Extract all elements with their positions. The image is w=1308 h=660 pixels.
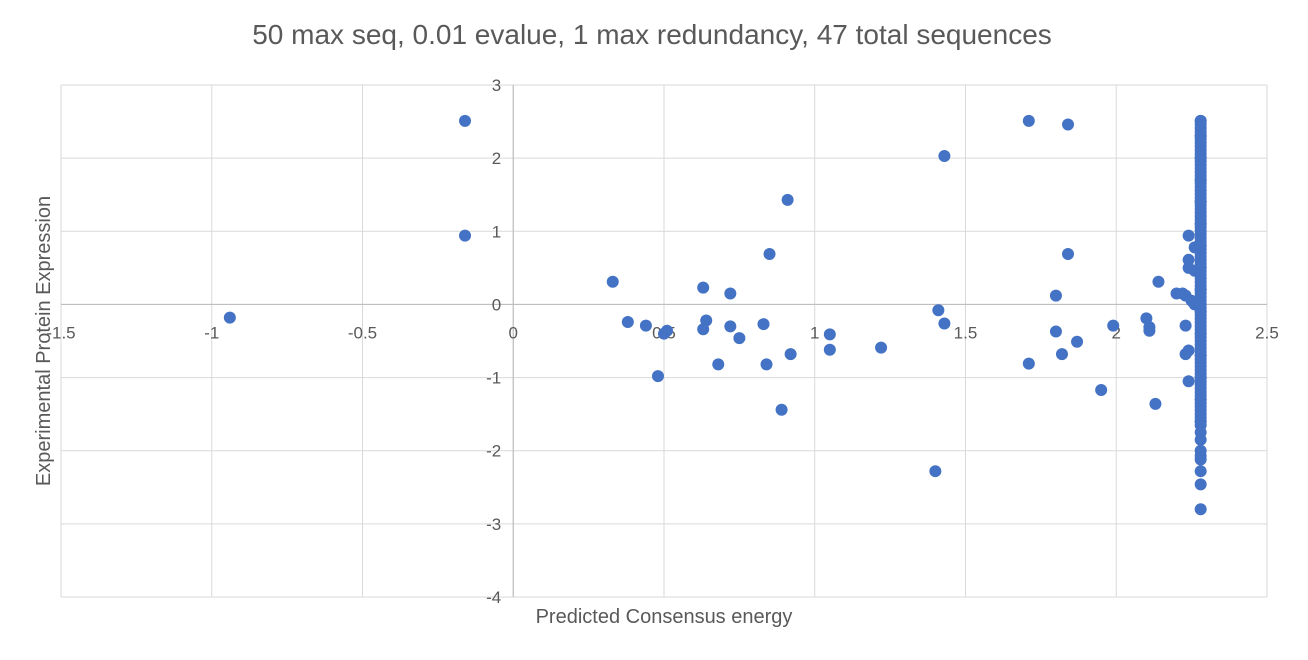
y-tick-label: 0: [492, 295, 501, 314]
data-point: [1194, 415, 1207, 428]
data-point: [1095, 384, 1108, 397]
data-point: [1194, 503, 1207, 516]
data-point: [1071, 335, 1084, 348]
data-point: [1182, 344, 1195, 357]
data-point: [459, 229, 472, 242]
x-tick-label: -1.5: [46, 323, 75, 342]
data-point: [763, 247, 776, 260]
x-tick-label: 0: [509, 323, 518, 342]
data-point: [1152, 275, 1165, 288]
data-point: [823, 343, 836, 356]
x-tick-label: 1: [810, 323, 819, 342]
data-point: [1194, 465, 1207, 478]
data-point: [1049, 289, 1062, 302]
data-point: [700, 314, 713, 327]
data-point: [1194, 371, 1207, 384]
data-point: [724, 287, 737, 300]
data-point: [1055, 348, 1068, 361]
data-point: [651, 370, 664, 383]
y-tick-label: -4: [486, 588, 501, 607]
data-point: [1062, 118, 1075, 131]
data-point: [661, 324, 674, 337]
data-point: [938, 149, 951, 162]
y-tick-label: 3: [492, 76, 501, 95]
data-point: [932, 304, 945, 317]
x-tick-label: -1: [204, 323, 219, 342]
data-point: [606, 275, 619, 288]
y-tick-label: -1: [486, 369, 501, 388]
data-point: [1194, 393, 1207, 406]
data-point: [1194, 305, 1207, 318]
chart-title: 50 max seq, 0.01 evalue, 1 max redundanc…: [252, 19, 1052, 50]
x-tick-label: 2: [1112, 323, 1121, 342]
data-point: [1194, 217, 1207, 230]
data-point: [1194, 174, 1207, 187]
y-tick-label: -3: [486, 515, 501, 534]
x-tick-label: 2.5: [1255, 323, 1279, 342]
data-point: [1194, 283, 1207, 296]
data-point: [1194, 478, 1207, 491]
data-point: [1194, 114, 1207, 127]
y-tick-label: 2: [492, 149, 501, 168]
data-point: [781, 193, 794, 206]
data-point: [1194, 130, 1207, 143]
data-point: [1194, 196, 1207, 209]
data-point: [1179, 319, 1192, 332]
data-point: [1194, 152, 1207, 165]
y-axis-label: Experimental Protein Expression: [33, 196, 55, 486]
axes: [61, 85, 1267, 597]
x-axis-label: Predicted Consensus energy: [536, 606, 793, 628]
data-points: [223, 114, 1207, 516]
data-point: [760, 358, 773, 371]
data-point: [1182, 229, 1195, 242]
data-point: [1143, 324, 1156, 337]
data-point: [1194, 327, 1207, 340]
data-point: [1107, 319, 1120, 332]
x-tick-label: 1.5: [954, 323, 978, 342]
data-point: [697, 281, 710, 294]
y-tick-label: 1: [492, 222, 501, 241]
data-point: [733, 332, 746, 345]
data-point: [724, 320, 737, 333]
data-point: [639, 319, 652, 332]
data-point: [929, 465, 942, 478]
data-point: [875, 341, 888, 354]
data-point: [1194, 349, 1207, 362]
data-point: [1049, 325, 1062, 338]
data-point: [775, 403, 788, 416]
data-point: [223, 311, 236, 324]
x-tick-label: -0.5: [348, 323, 377, 342]
data-point: [621, 315, 634, 328]
data-point: [757, 318, 770, 331]
data-point: [1022, 114, 1035, 127]
data-point: [1149, 397, 1162, 410]
data-point: [1182, 375, 1195, 388]
data-point: [1194, 453, 1207, 466]
data-point: [1022, 357, 1035, 370]
data-point: [1194, 433, 1207, 446]
data-point: [1062, 247, 1075, 260]
y-tick-label: -2: [486, 442, 501, 461]
data-point: [712, 358, 725, 371]
data-point: [1194, 239, 1207, 252]
data-point: [823, 328, 836, 341]
data-point: [1194, 261, 1207, 274]
data-point: [938, 317, 951, 330]
data-point: [784, 348, 797, 361]
data-point: [459, 114, 472, 127]
